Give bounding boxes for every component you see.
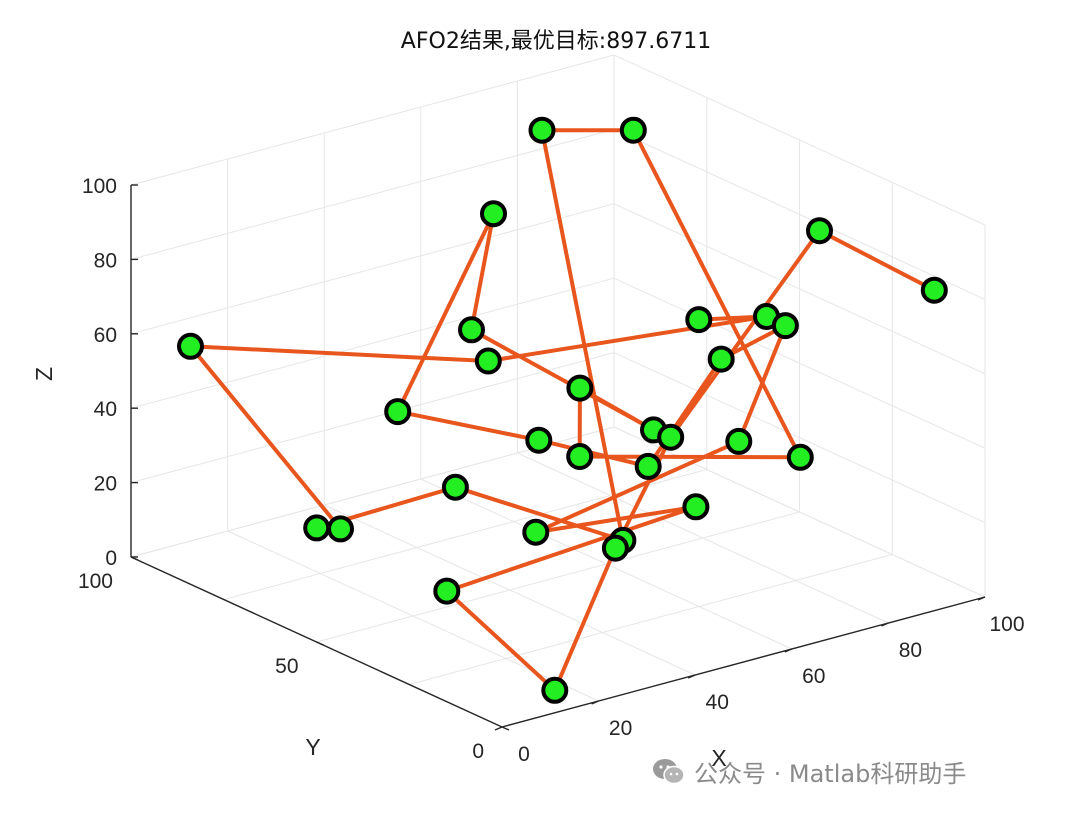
route-line (188, 128, 937, 693)
z-tick-label: 60 (94, 324, 117, 347)
data-point (601, 534, 629, 562)
x-tick-label: 80 (899, 639, 922, 662)
data-point (522, 518, 550, 546)
data-point (634, 452, 662, 480)
axis-lines (130, 184, 986, 731)
data-point (458, 316, 485, 344)
x-tick-mark (881, 622, 889, 627)
grid-line-sidewall-z (613, 277, 986, 449)
x-tick-mark (687, 674, 696, 679)
data-point (541, 676, 569, 704)
x-tick-label: 20 (609, 717, 632, 740)
grid-line-sidewall-z (613, 128, 986, 300)
x-tick-mark (784, 648, 793, 653)
chart-title: AFO2结果,最优目标:897.6711 (401, 29, 711, 54)
data-point (566, 374, 594, 402)
grid-line-sidewall-z (613, 352, 986, 524)
data-markers (177, 116, 948, 704)
data-point (685, 306, 713, 334)
x-tick-mark (591, 700, 599, 705)
data-point (528, 116, 556, 144)
x-tick-label: 60 (802, 665, 825, 688)
y-axis-label: Y (305, 734, 320, 760)
wechat-icon (653, 758, 685, 784)
grid-line-sidewall-z (613, 54, 986, 226)
x-axis-line (501, 596, 986, 728)
grid-line-sidewall-z (613, 203, 986, 375)
z-tick-label: 20 (94, 473, 117, 496)
data-point (177, 332, 204, 360)
data-point (384, 398, 412, 426)
data-point (771, 312, 799, 340)
watermark: 公众号 · Matlab科研助手 (652, 754, 966, 789)
x-tick-label: 100 (989, 613, 1024, 636)
z-tick-label: 80 (94, 249, 117, 272)
data-point (566, 443, 594, 470)
data-point (786, 443, 814, 471)
data-point (707, 345, 735, 373)
data-point (682, 493, 710, 521)
y-tick-mark (501, 726, 510, 731)
grid-line-floor-y (316, 511, 800, 643)
data-point (327, 515, 354, 543)
grid-line-backwall-z (130, 54, 615, 186)
x-tick-label: 0 (518, 743, 530, 766)
data-point (480, 200, 507, 228)
z-tick-label: 100 (82, 175, 117, 198)
watermark-text: 公众号 · Matlab科研助手 (694, 760, 967, 788)
y-tick-mark (316, 641, 324, 646)
grid-line-backwall-z (130, 352, 615, 484)
data-point (619, 116, 647, 144)
y-tick-label: 0 (472, 740, 484, 763)
data-point (725, 427, 753, 455)
z-tick-label: 0 (105, 547, 117, 570)
data-point (806, 217, 833, 245)
data-point (433, 577, 461, 605)
data-path (188, 128, 937, 693)
grid-line-floor-y (409, 554, 893, 685)
y-tick-label: 100 (78, 570, 113, 593)
x-axis-label: X (711, 745, 726, 771)
data-point (920, 276, 948, 304)
data-point (441, 473, 469, 501)
data-point (525, 426, 553, 454)
grid-line-backwall-z (130, 128, 615, 260)
data-point (657, 423, 685, 451)
data-point (303, 514, 331, 542)
grid-line-backwall-z (130, 203, 615, 335)
data-point (474, 347, 502, 375)
grid-line-backwall-z (130, 277, 615, 409)
x-tick-mark (494, 726, 503, 731)
z-tick-label: 40 (94, 398, 117, 421)
grid-panels (130, 54, 986, 728)
x-tick-label: 40 (706, 691, 729, 714)
y-tick-label: 50 (275, 655, 298, 678)
x-tick-mark (977, 596, 986, 601)
z-axis-label: Z (31, 367, 57, 381)
